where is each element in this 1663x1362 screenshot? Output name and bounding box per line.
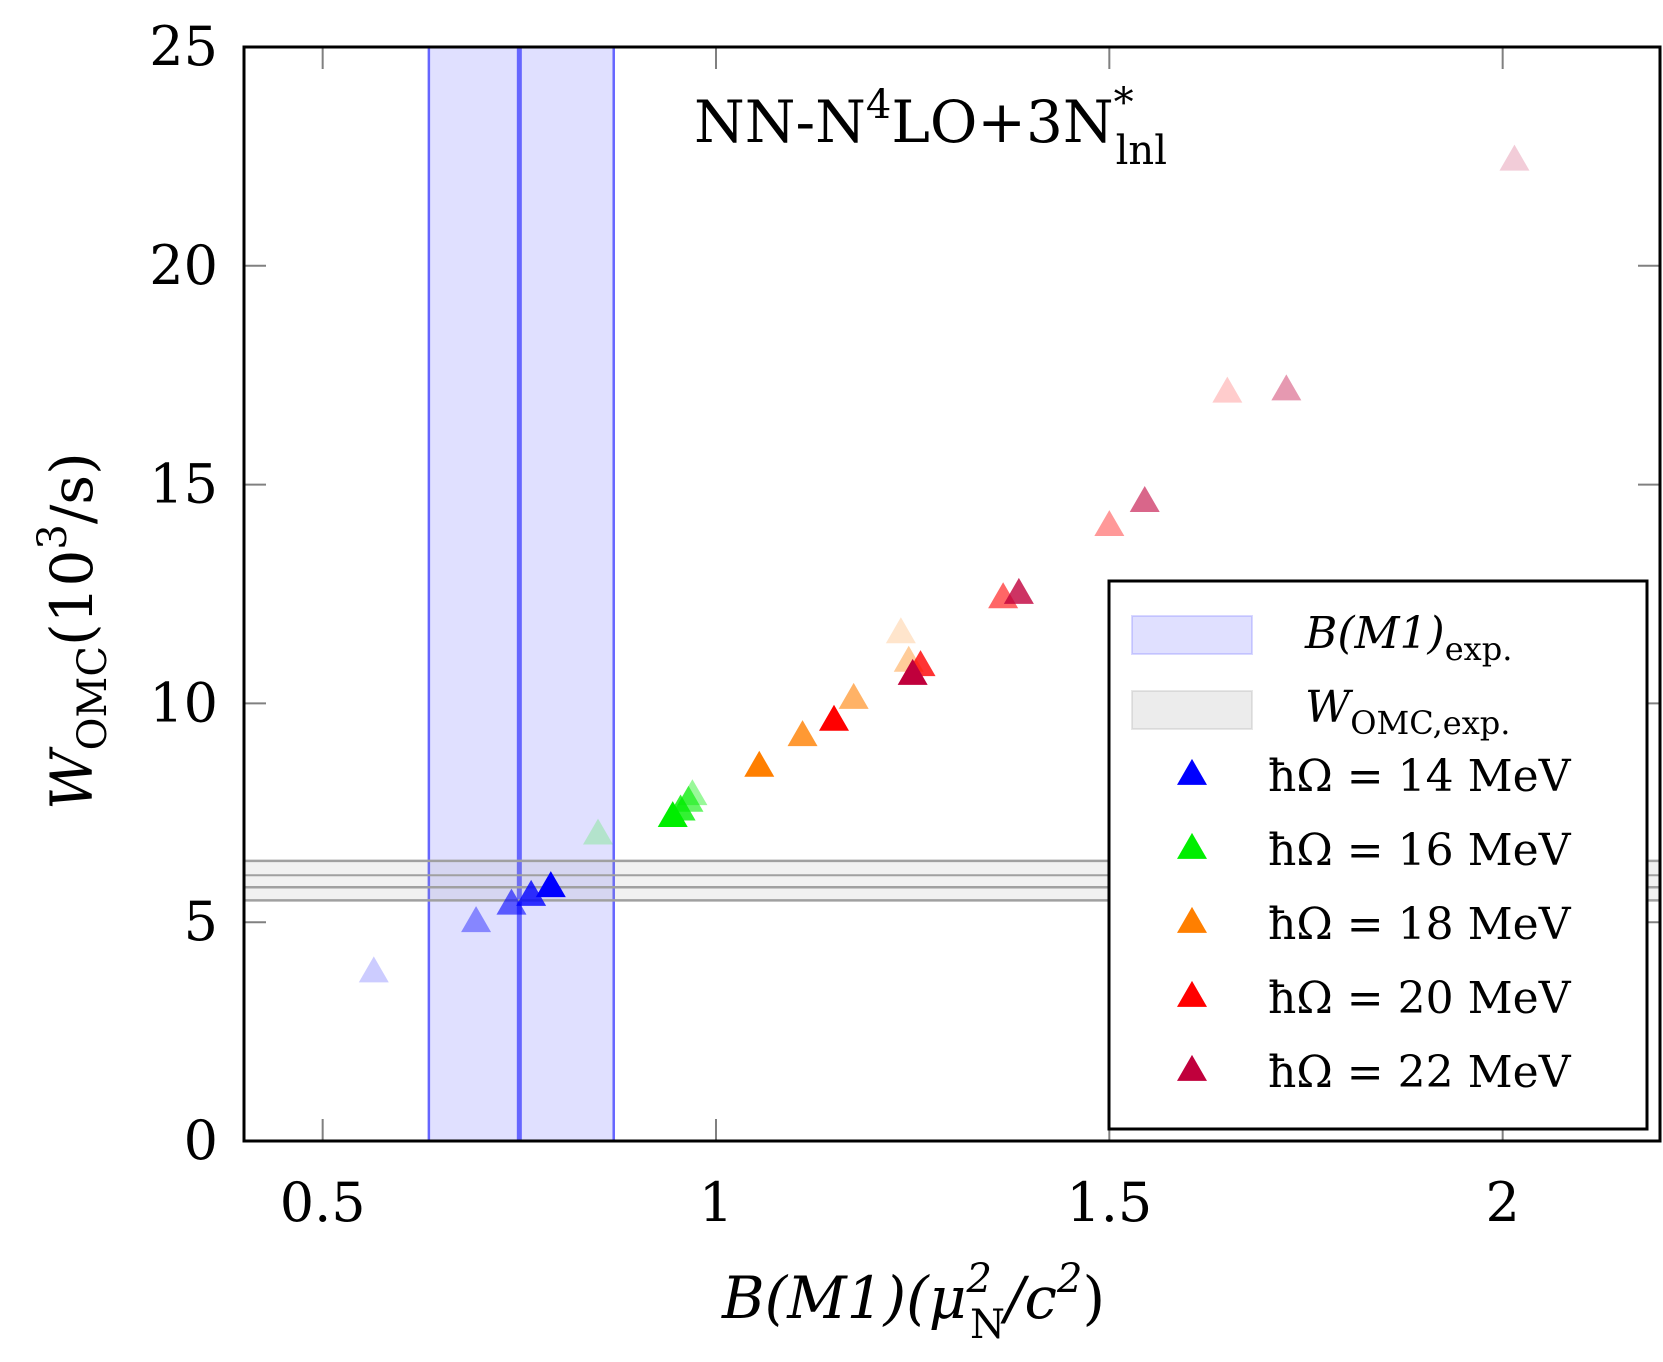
annotation-rest: LO+3N xyxy=(891,88,1113,156)
x-axis-label-close: ) xyxy=(1082,1264,1105,1332)
legend-marker-1 xyxy=(1177,832,1207,859)
point-series1-4 xyxy=(677,779,708,806)
point-series2-1 xyxy=(787,720,818,747)
legend-bm1-sub: exp. xyxy=(1445,630,1513,668)
annotation-sup2: * xyxy=(1114,80,1134,126)
y-tick-label-5: 25 xyxy=(149,15,218,78)
y-tick-label-2: 10 xyxy=(149,671,218,734)
legend-label-bm1: B(M1)exp. xyxy=(1304,608,1512,668)
point-series4-4 xyxy=(1499,144,1530,171)
y-tick-label-1: 5 xyxy=(184,890,218,953)
legend-label-womc: WOMC,exp. xyxy=(1305,682,1510,742)
point-series4-1 xyxy=(1003,577,1034,604)
annotation-sup: 4 xyxy=(866,82,891,128)
legend-marker-4 xyxy=(1177,1054,1207,1081)
legend-label-4: ħΩ = 22 MeV xyxy=(1268,1047,1572,1098)
legend-marker-3 xyxy=(1177,980,1207,1007)
x-tick-label-3: 2 xyxy=(1485,1171,1519,1234)
y-axis-label-rest: /s) xyxy=(38,452,106,524)
point-series0-2 xyxy=(496,888,527,915)
points-layer xyxy=(358,144,1530,983)
point-series3-0 xyxy=(819,704,849,731)
legend: B(M1)exp. WOMC,exp. ħΩ = 14 MeV ħΩ = 16 M… xyxy=(1107,579,1649,1131)
y-tick-label-4: 20 xyxy=(149,234,218,297)
point-series0-0 xyxy=(358,956,389,983)
legend-label-2: ħΩ = 18 MeV xyxy=(1268,899,1572,950)
x-axis-label-sub: N xyxy=(970,1302,1005,1348)
y-tick-label-3: 15 xyxy=(149,453,218,516)
annotation-main: NN-N xyxy=(694,88,866,156)
point-series1-0 xyxy=(583,818,613,845)
point-series2-2 xyxy=(838,682,869,709)
legend-series: ħΩ = 14 MeV ħΩ = 16 MeV ħΩ = 18 MeV ħΩ = 20… xyxy=(1177,751,1572,1098)
x-axis-label-base: B(M1)(μ xyxy=(721,1264,967,1332)
x-axis-label-rest: /c xyxy=(1000,1264,1057,1332)
chart-annotation: NN-N4LO+3N* lnl xyxy=(694,80,1167,174)
point-series2-4 xyxy=(885,617,916,644)
x-tick-label-2: 1.5 xyxy=(1066,1171,1152,1234)
point-series0-4 xyxy=(535,871,566,898)
legend-label-3: ħΩ = 20 MeV xyxy=(1268,973,1572,1024)
legend-womc-sub: OMC,exp. xyxy=(1350,704,1510,742)
point-series2-0 xyxy=(744,750,775,777)
point-series4-3 xyxy=(1271,374,1302,401)
legend-swatch-womc xyxy=(1131,690,1253,730)
x-tick-label-1: 1 xyxy=(699,1171,733,1234)
point-series1-3 xyxy=(673,785,704,812)
y-tick-label-0: 0 xyxy=(184,1109,218,1172)
legend-label-1: ħΩ = 16 MeV xyxy=(1268,825,1572,876)
point-series4-0 xyxy=(897,658,928,685)
point-series4-2 xyxy=(1129,485,1160,512)
plot-frame xyxy=(242,45,1662,1143)
annotation-sub: lnl xyxy=(1116,128,1167,174)
legend-label-0: ħΩ = 14 MeV xyxy=(1268,751,1572,802)
point-series3-3 xyxy=(1094,510,1125,537)
y-axis-label-open: (10 xyxy=(38,550,106,646)
x-axis-label: B(M1)(μ2 N/c2) xyxy=(721,1256,1105,1348)
legend-bm1-base: B(M1) xyxy=(1304,608,1445,659)
legend-marker-2 xyxy=(1177,906,1207,933)
point-series0-3 xyxy=(516,879,547,906)
y-axis-label-base: W xyxy=(38,746,106,810)
point-series0-1 xyxy=(461,906,492,933)
legend-marker-0 xyxy=(1177,758,1207,785)
y-axis-label-sup: 3 xyxy=(30,524,76,549)
bands-layer xyxy=(244,47,1660,1141)
point-series3-4 xyxy=(1212,376,1243,403)
legend-womc-base: W xyxy=(1305,682,1354,733)
y-axis-label: WOMC(103/s) xyxy=(30,452,116,810)
x-axis-label-sup: 2 xyxy=(966,1256,992,1302)
x-tick-label-0: 0.5 xyxy=(280,1171,366,1234)
y-axis-label-sub: OMC xyxy=(70,646,116,750)
legend-swatch-bm1 xyxy=(1131,615,1253,655)
x-axis-label-sup2: 2 xyxy=(1056,1256,1082,1302)
